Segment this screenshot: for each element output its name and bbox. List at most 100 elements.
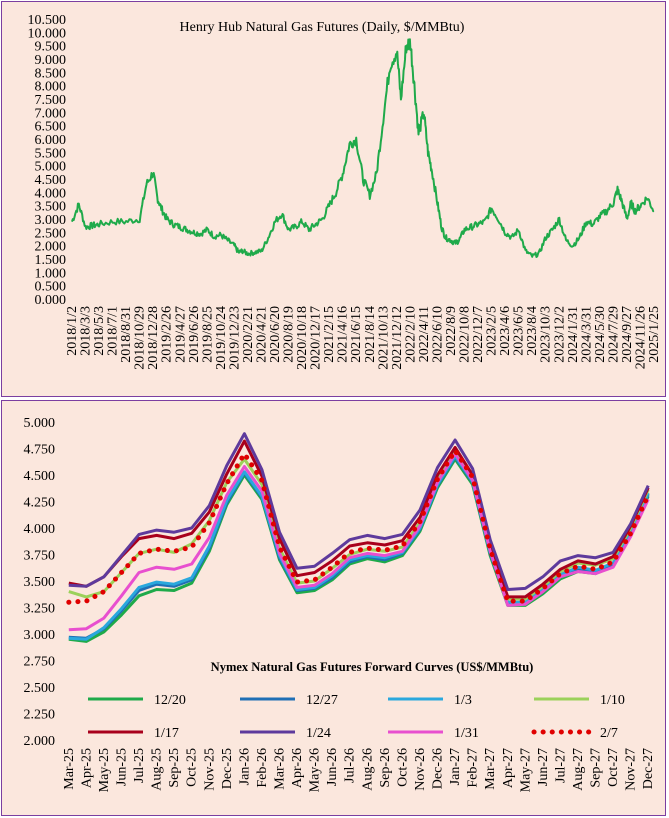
y-tick-label: 4.500 xyxy=(24,469,56,484)
x-tick-label: 2018/8/31 xyxy=(119,306,134,363)
x-tick-label: 2021/12/12 xyxy=(390,306,405,370)
x-tick-label: 2018/3/3 xyxy=(79,306,94,356)
chart-title: Nymex Natural Gas Futures Forward Curves… xyxy=(211,660,534,674)
x-tick-label: 2022/10/8 xyxy=(458,306,473,363)
series-line xyxy=(68,457,650,643)
x-tick-label: 2024/3/31 xyxy=(579,306,594,363)
x-tick-label: Feb-27 xyxy=(466,748,481,788)
y-tick-label: 8.000 xyxy=(35,80,67,95)
y-tick-label: 2.000 xyxy=(24,734,56,749)
x-tick-label: Nov-26 xyxy=(413,748,428,791)
x-tick-label: Nov-25 xyxy=(202,748,217,791)
legend-label: 1/10 xyxy=(600,693,625,708)
series-line xyxy=(68,452,650,632)
x-tick-label: Dec-27 xyxy=(641,748,656,789)
y-tick-label: 4.250 xyxy=(24,496,56,511)
x-tick-label: 2021/10/13 xyxy=(376,306,391,370)
x-tick-label: Aug-25 xyxy=(150,748,165,791)
x-tick-label: 2020/2/21 xyxy=(241,306,256,363)
x-tick-label: 2024/7/29 xyxy=(606,306,621,363)
x-tick-label: 2023/8/4 xyxy=(525,306,540,356)
y-tick-label: 4.750 xyxy=(24,443,56,458)
x-tick-label: Mar-25 xyxy=(62,748,77,790)
x-tick-label: 2020/12/17 xyxy=(309,306,324,370)
x-tick-label: Oct-25 xyxy=(185,748,200,787)
x-tick-label: 2021/8/14 xyxy=(363,306,378,363)
x-tick-label: Jun-25 xyxy=(114,748,129,786)
y-tick-label: 3.500 xyxy=(24,575,56,590)
x-tick-label: Jun-26 xyxy=(325,748,340,786)
y-tick-label: 9.500 xyxy=(35,40,67,55)
chart-title: Henry Hub Natural Gas Futures (Daily, $/… xyxy=(180,20,465,35)
x-tick-label: Dec-26 xyxy=(431,748,446,789)
x-tick-label: Jul-27 xyxy=(553,748,568,783)
y-tick-label: 2.750 xyxy=(24,655,56,670)
x-tick-label: May-26 xyxy=(308,748,323,792)
y-tick-label: 10.500 xyxy=(28,13,67,28)
x-tick-label: 2023/6/5 xyxy=(512,306,527,356)
x-tick-label: 2023/12/2 xyxy=(552,306,567,363)
x-tick-label: 2023/4/6 xyxy=(498,306,513,356)
y-tick-label: 4.000 xyxy=(24,522,56,537)
legend-label: 12/20 xyxy=(154,693,186,708)
x-tick-label: 2024/5/30 xyxy=(593,306,608,363)
x-tick-label: May-25 xyxy=(97,748,112,792)
x-tick-label: 2024/9/27 xyxy=(620,306,635,363)
x-tick-label: 2025/1/25 xyxy=(647,306,662,363)
x-tick-label: Jun-27 xyxy=(536,748,551,786)
y-tick-label: 6.000 xyxy=(35,133,67,148)
x-tick-label: 2020/10/18 xyxy=(295,306,310,370)
x-tick-label: Aug-27 xyxy=(571,748,586,791)
x-tick-label: 2020/8/19 xyxy=(282,306,297,363)
y-tick-label: 3.500 xyxy=(35,200,67,215)
series-line xyxy=(68,455,650,640)
price-line xyxy=(71,38,655,258)
x-tick-label: Oct-26 xyxy=(395,748,410,787)
x-tick-label: Apr-27 xyxy=(501,748,516,788)
y-tick-label: 4.000 xyxy=(35,186,67,201)
x-tick-label: Sep-27 xyxy=(589,748,604,788)
x-tick-label: Aug-26 xyxy=(360,748,375,791)
forward-curves-chart-panel: 2.000 2.250 2.500 2.750 3.000 3.250 3.500 3.750… xyxy=(1,400,666,816)
x-tick-label: 2023/10/3 xyxy=(539,306,554,363)
x-tick-label: 2022/8/9 xyxy=(444,306,459,356)
x-tick-label: Nov-27 xyxy=(624,748,639,791)
series-line xyxy=(68,439,650,599)
x-tick-label: 2022/6/10 xyxy=(430,306,445,363)
x-tick-label: Jul-26 xyxy=(343,748,358,783)
y-tick-label: 10.000 xyxy=(28,26,67,41)
x-tick-label: 2022/4/11 xyxy=(417,306,432,362)
x-tick-label: 2019/10/24 xyxy=(214,306,229,370)
x-tick-label: Jul-25 xyxy=(132,748,147,783)
legend-label: 1/17 xyxy=(154,726,179,741)
series-line xyxy=(68,432,650,591)
legend-label: 1/24 xyxy=(306,726,331,741)
y-tick-label: 1.500 xyxy=(35,253,67,268)
y-tick-label: 3.750 xyxy=(24,549,56,564)
henry-hub-chart-panel: Henry Hub Natural Gas Futures (Daily, $/… xyxy=(1,1,666,397)
x-tick-label: May-27 xyxy=(518,748,533,792)
x-tick-label: 2019/6/26 xyxy=(187,306,202,363)
x-tick-label: 2024/11/26 xyxy=(633,306,648,369)
y-tick-label: 9.000 xyxy=(35,53,67,68)
x-tick-label: 2023/2/5 xyxy=(485,306,500,356)
x-tick-label: 2018/10/29 xyxy=(133,306,148,370)
legend-label: 1/31 xyxy=(454,726,479,741)
legend-label: 12/27 xyxy=(306,693,338,708)
x-tick-label: 2019/2/26 xyxy=(160,306,175,363)
x-tick-label: Feb-26 xyxy=(255,748,270,788)
forward-curves-chart: 2.000 2.250 2.500 2.750 3.000 3.250 3.500 3.750… xyxy=(24,416,657,792)
y-tick-label: 4.500 xyxy=(35,173,67,188)
y-tick-label: 5.500 xyxy=(35,146,67,161)
y-tick-label: 2.500 xyxy=(24,681,56,696)
y-tick-label: 6.500 xyxy=(35,120,67,135)
x-tick-label: 2020/4/21 xyxy=(254,306,269,363)
y-tick-label: 2.250 xyxy=(24,708,56,723)
x-tick-label: 2019/8/25 xyxy=(200,306,215,363)
x-tick-label: Apr-26 xyxy=(290,748,305,788)
y-tick-label: 5.000 xyxy=(24,416,56,431)
legend-label: 1/3 xyxy=(454,693,472,708)
x-tick-label: 2020/6/20 xyxy=(268,306,283,363)
x-tick-label: 2024/1/31 xyxy=(566,306,581,363)
y-tick-label: 2.500 xyxy=(35,226,67,241)
